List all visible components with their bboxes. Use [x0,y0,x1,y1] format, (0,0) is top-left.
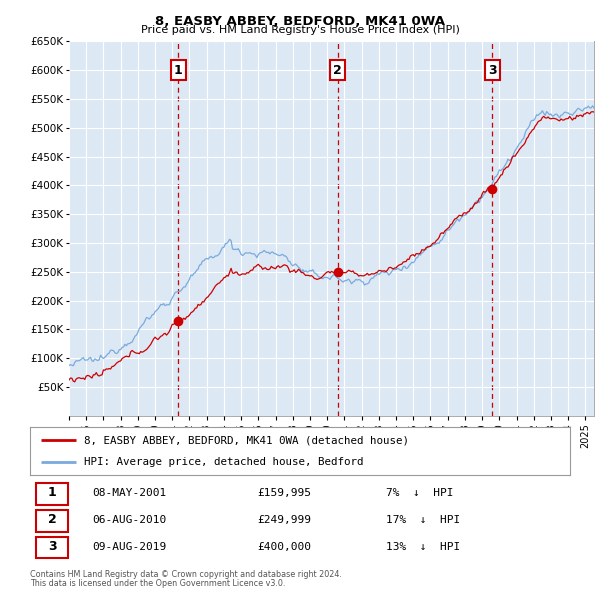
Text: 13%  ↓  HPI: 13% ↓ HPI [386,542,461,552]
Text: HPI: Average price, detached house, Bedford: HPI: Average price, detached house, Bedf… [84,457,364,467]
Text: 7%  ↓  HPI: 7% ↓ HPI [386,488,454,498]
FancyBboxPatch shape [37,510,68,532]
Text: 09-AUG-2019: 09-AUG-2019 [92,542,166,552]
Text: 3: 3 [48,540,56,553]
Text: 8, EASBY ABBEY, BEDFORD, MK41 0WA: 8, EASBY ABBEY, BEDFORD, MK41 0WA [155,15,445,28]
Text: 2: 2 [48,513,56,526]
Text: 17%  ↓  HPI: 17% ↓ HPI [386,515,461,525]
FancyBboxPatch shape [37,483,68,504]
Text: 06-AUG-2010: 06-AUG-2010 [92,515,166,525]
Text: £159,995: £159,995 [257,488,311,498]
FancyBboxPatch shape [37,536,68,558]
Text: 3: 3 [488,64,497,77]
Text: £249,999: £249,999 [257,515,311,525]
Text: £400,000: £400,000 [257,542,311,552]
Text: 1: 1 [48,487,56,500]
Text: Price paid vs. HM Land Registry's House Price Index (HPI): Price paid vs. HM Land Registry's House … [140,25,460,35]
Text: 08-MAY-2001: 08-MAY-2001 [92,488,166,498]
Text: This data is licensed under the Open Government Licence v3.0.: This data is licensed under the Open Gov… [30,579,286,588]
Text: 1: 1 [174,64,182,77]
Text: Contains HM Land Registry data © Crown copyright and database right 2024.: Contains HM Land Registry data © Crown c… [30,570,342,579]
Text: 2: 2 [333,64,342,77]
Text: 8, EASBY ABBEY, BEDFORD, MK41 0WA (detached house): 8, EASBY ABBEY, BEDFORD, MK41 0WA (detac… [84,435,409,445]
